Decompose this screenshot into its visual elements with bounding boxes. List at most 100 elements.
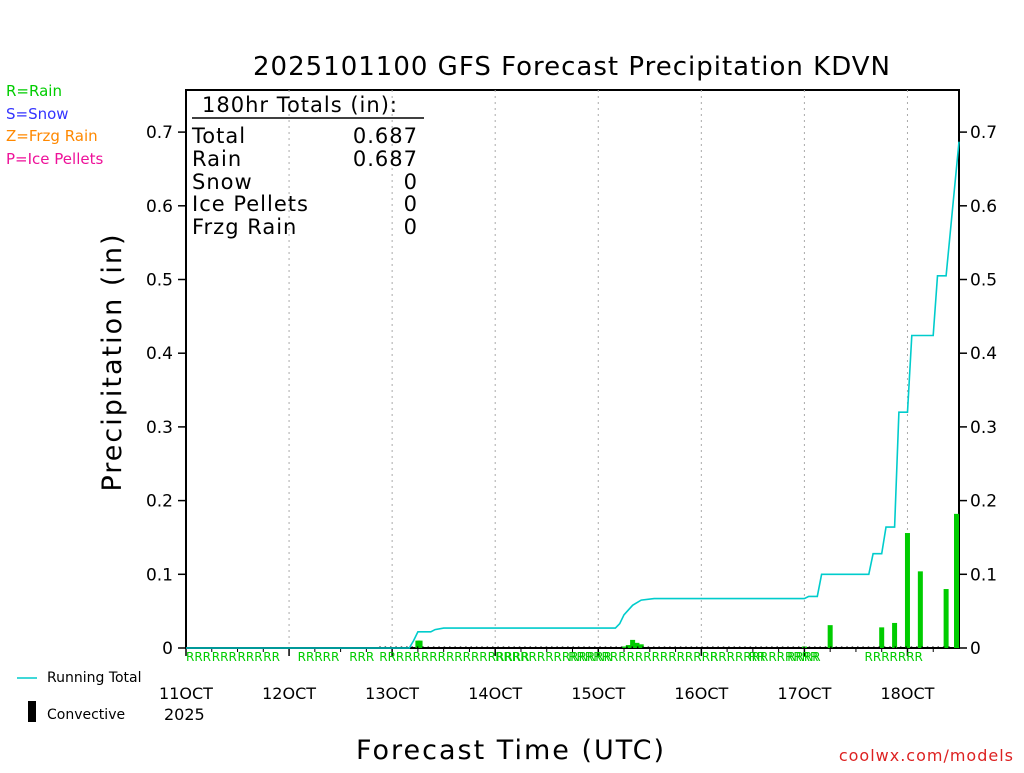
convective-mark	[588, 646, 591, 648]
convective-mark	[411, 646, 413, 648]
convective-mark	[416, 646, 419, 648]
convective-mark	[653, 646, 655, 648]
convective-mark	[610, 646, 612, 648]
legend-ice-pellets: P=Ice Pellets	[6, 150, 103, 168]
precip-bar	[892, 622, 898, 648]
gridlines	[288, 90, 908, 648]
y-tick-label-left: 0.1	[146, 565, 173, 585]
convective-mark	[744, 646, 746, 648]
convective-mark	[572, 646, 574, 648]
precip-bar	[904, 533, 910, 648]
y-tick-label-left: 0.5	[146, 271, 173, 291]
y-tick-label-right: 0.4	[970, 344, 997, 364]
convective-legend-swatch	[28, 701, 36, 722]
rain-marker: RR	[263, 650, 280, 664]
convective-mark	[626, 646, 628, 648]
convective-mark	[878, 646, 880, 648]
precip-bars	[415, 513, 959, 648]
convective-mark	[899, 646, 902, 648]
convective-mark	[604, 646, 607, 648]
y-tick-label-right: 0.5	[970, 271, 997, 291]
convective-mark	[937, 646, 940, 648]
precip-bar	[417, 640, 423, 648]
y-tick-label-left: 0.7	[146, 123, 173, 143]
convective-legend-label: Convective	[47, 707, 125, 723]
precip-bar	[943, 589, 949, 648]
totals-header: 180hr Totals (in):	[202, 93, 398, 117]
x-tick-label: 13OCT	[365, 684, 419, 703]
x-tick-label: 15OCT	[571, 684, 625, 703]
running-total-line	[186, 141, 960, 649]
precip-bar	[634, 642, 640, 648]
totals-value-total: 0.687	[353, 124, 418, 148]
convective-mark	[486, 646, 489, 648]
plot-frame	[185, 89, 960, 649]
convective-mark	[685, 646, 687, 648]
convective-mark	[781, 646, 784, 648]
x-tick-label: 16OCT	[674, 684, 728, 703]
convective-mark	[631, 646, 634, 648]
y-tick-label-right: 0.2	[970, 492, 997, 512]
convective-mark	[846, 646, 848, 648]
totals-value-snow: 0	[404, 170, 418, 194]
convective-mark	[760, 646, 762, 648]
convective-mark	[910, 646, 913, 648]
convective-mark	[803, 646, 805, 648]
convective-mark	[712, 646, 714, 648]
convective-mark	[916, 646, 918, 648]
totals-label-freezing-rain: Frzg Rain	[192, 215, 297, 239]
convective-mark	[599, 646, 601, 648]
convective-mark	[883, 646, 886, 648]
convective-mark	[615, 646, 617, 648]
convective-mark	[749, 646, 752, 648]
rain-marker: R	[710, 650, 718, 664]
convective-mark	[465, 646, 467, 648]
rain-marker: RRRRRRRRRRRRRRRRRR	[379, 650, 529, 664]
rain-marker: RRR	[212, 650, 237, 664]
convective-mark	[593, 646, 596, 648]
precip-bar	[917, 571, 923, 648]
rain-marker: RR	[749, 650, 766, 664]
totals-box: 180hr Totals (in): Total 0.687 Rain 0.68…	[191, 93, 424, 239]
convective-mark	[867, 646, 870, 648]
precip-bar	[630, 639, 636, 648]
precip-bar	[954, 513, 959, 648]
y-tick-label-left: 0.3	[146, 418, 173, 438]
convective-mark	[755, 646, 757, 648]
convective-marks	[379, 646, 950, 648]
convective-mark	[518, 646, 521, 648]
series-legend: Running Total Convective	[17, 670, 142, 723]
y-tick-label-right: 0.6	[970, 197, 997, 217]
convective-mark	[545, 646, 548, 648]
y-tick-label-right: 0.3	[970, 418, 997, 438]
credit-text: coolwx.com/models	[839, 746, 1014, 765]
rain-marker: RRRRRRR	[865, 650, 923, 664]
convective-mark	[556, 646, 558, 648]
totals-label-snow: Snow	[192, 170, 253, 194]
convective-mark	[674, 646, 676, 648]
convective-mark	[792, 646, 795, 648]
convective-mark	[567, 646, 569, 648]
convective-mark	[932, 646, 934, 648]
convective-mark	[701, 646, 703, 648]
convective-mark	[459, 646, 462, 648]
y-tick-label-left: 0.6	[146, 197, 173, 217]
convective-mark	[695, 646, 698, 648]
y-axis-label: Precipitation (in)	[97, 232, 128, 491]
totals-label-ice-pellets: Ice Pellets	[192, 192, 309, 216]
convective-mark	[658, 646, 660, 648]
y-tick-label-left: 0.2	[146, 492, 173, 512]
convective-mark	[894, 646, 897, 648]
convective-mark	[534, 646, 537, 648]
chart-title: 2025101100 GFS Forecast Precipitation KD…	[253, 52, 891, 82]
x-axis-label: Forecast Time (UTC)	[356, 735, 666, 766]
rain-marker: RRRR	[787, 650, 820, 664]
convective-mark	[722, 646, 725, 648]
precip-bar	[879, 627, 885, 648]
precip-bar	[621, 646, 627, 648]
convective-mark	[814, 646, 816, 648]
convective-mark	[873, 646, 875, 648]
convective-mark	[728, 646, 730, 648]
convective-mark	[583, 646, 585, 648]
convective-mark	[717, 646, 719, 648]
